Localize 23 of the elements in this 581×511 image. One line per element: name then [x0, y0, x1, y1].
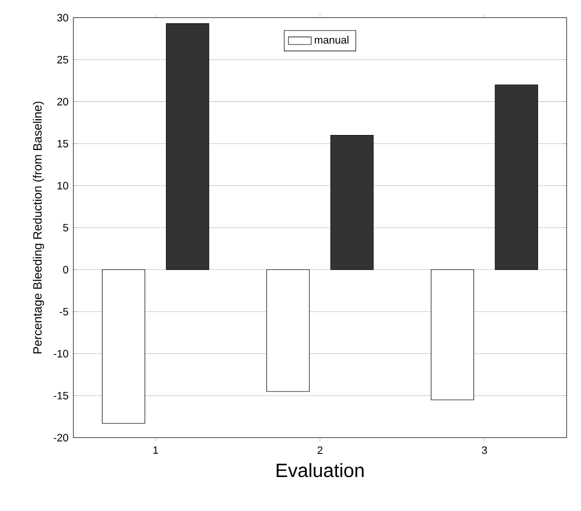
y-tick-label: 25 [57, 56, 68, 64]
y-tick-label: 15 [58, 140, 68, 148]
y-tick-label: -5 [60, 308, 68, 316]
y-tick-label: 30 [57, 14, 68, 22]
y-axis-title: Percentage Bleeding Reduction (from Baseline) [32, 102, 44, 354]
x-tick-label: 2 [318, 446, 322, 454]
y-tick-label: 5 [63, 224, 68, 232]
y-tick-label: 0 [63, 266, 68, 274]
y-tick-label: -15 [54, 392, 68, 400]
bar [330, 135, 374, 270]
x-tick-label: 1 [153, 446, 158, 454]
bar [430, 269, 474, 400]
bar [266, 269, 310, 392]
bar [494, 84, 538, 270]
x-tick-label: 3 [482, 446, 487, 454]
legend-label: manual [314, 36, 348, 44]
y-tick-label: 20 [57, 98, 68, 106]
bar [166, 23, 210, 270]
y-tick-label: -10 [54, 350, 68, 358]
x-axis-title: Evaluation [276, 463, 364, 478]
y-tick-label: -20 [54, 434, 68, 442]
y-tick-label: 10 [58, 182, 68, 190]
bar [102, 269, 146, 424]
